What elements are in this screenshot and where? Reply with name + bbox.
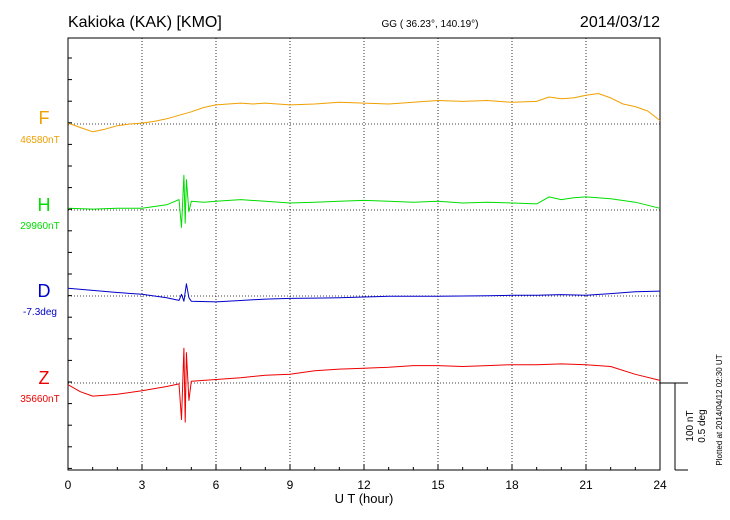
series-labels: F 46580nT H 29960nT D -7.3deg Z 35660nT — [20, 108, 59, 405]
chart-title: Kakioka (KAK) [KMO] — [68, 14, 222, 31]
plotted-note: Plotted at 2014/04/12 02:30 UT — [715, 354, 724, 465]
trace-z — [67, 347, 661, 423]
grid-lines — [141, 38, 587, 470]
chart-subtitle: GG ( 36.23°, 140.19°) — [382, 19, 479, 30]
series-name-d: D — [38, 281, 51, 301]
scale-bar: 100 nT 0.5 deg — [660, 382, 708, 471]
series-baseline-h: 29960nT — [20, 221, 59, 232]
series-baseline-f: 46580nT — [20, 135, 59, 146]
x-tick-label: 3 — [139, 478, 146, 492]
scale-bar-label-deg: 0.5 deg — [697, 409, 708, 442]
traces — [67, 93, 661, 423]
series-baseline-d: -7.3deg — [23, 307, 57, 318]
x-tick-label: 0 — [65, 478, 72, 492]
x-axis-label: U T (hour) — [335, 491, 394, 506]
x-tick-label: 12 — [357, 478, 371, 492]
x-tick-label: 18 — [505, 478, 519, 492]
x-tick-label: 6 — [213, 478, 220, 492]
trace-f — [67, 93, 661, 133]
x-tick-label: 21 — [579, 478, 593, 492]
x-tick-label: 15 — [431, 478, 445, 492]
x-axis-ticks: 0 3 6 9 12 15 18 21 24 — [65, 57, 667, 492]
series-name-h: H — [38, 195, 51, 215]
series-name-f: F — [39, 108, 50, 128]
chart-date: 2014/03/12 — [580, 14, 660, 31]
trace-d — [67, 283, 661, 303]
x-tick-label: 9 — [287, 478, 294, 492]
x-tick-label: 24 — [653, 478, 667, 492]
series-baseline-z: 35660nT — [20, 394, 59, 405]
trace-h — [67, 174, 661, 228]
scale-bar-label-nt: 100 nT — [685, 410, 696, 441]
series-name-z: Z — [39, 368, 50, 388]
